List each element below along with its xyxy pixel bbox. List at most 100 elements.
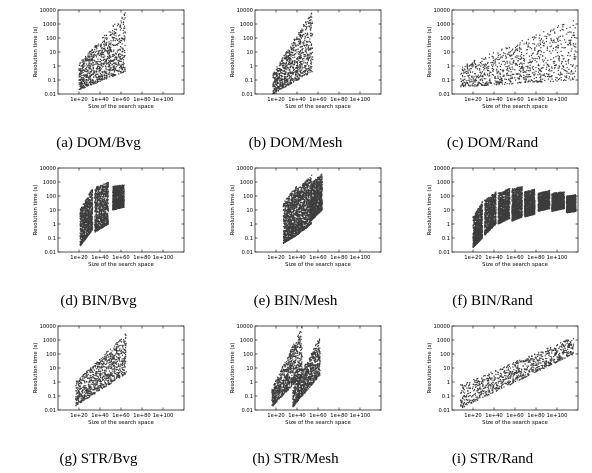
data-point: [117, 64, 119, 67]
data-point: [124, 25, 126, 27]
data-point: [312, 56, 314, 58]
data-point: [99, 197, 101, 200]
data-point: [280, 60, 282, 62]
data-point: [88, 220, 90, 222]
data-point: [287, 78, 289, 80]
data-point: [79, 240, 81, 243]
y-tick-label: 0.1: [48, 78, 56, 84]
data-point: [502, 75, 504, 77]
data-point: [294, 62, 296, 64]
data-point: [518, 77, 521, 79]
data-point: [121, 184, 123, 186]
data-point: [309, 28, 311, 30]
data-point: [113, 66, 115, 68]
data-point: [510, 75, 512, 77]
data-point: [487, 84, 489, 86]
data-point: [95, 221, 97, 223]
data-point: [302, 58, 304, 61]
data-point: [485, 84, 487, 86]
data-point: [500, 79, 503, 81]
data-point: [308, 57, 310, 59]
data-point: [123, 18, 125, 20]
data-point: [88, 82, 90, 84]
data-point: [296, 76, 299, 78]
data-point: [106, 76, 108, 78]
data-point: [545, 68, 547, 70]
data-point: [467, 75, 469, 77]
data-point: [461, 72, 463, 74]
data-point: [567, 31, 569, 33]
data-point: [81, 70, 83, 72]
data-point: [93, 50, 95, 53]
data-point: [97, 53, 100, 55]
data-point: [286, 50, 288, 53]
data-point: [96, 205, 98, 208]
data-point: [97, 192, 99, 195]
data-point: [102, 65, 104, 67]
data-point: [300, 66, 302, 68]
data-point: [82, 80, 85, 83]
data-point: [495, 81, 498, 83]
data-point: [520, 75, 523, 77]
data-point: [85, 212, 87, 214]
data-point: [492, 52, 495, 54]
data-point: [303, 65, 306, 67]
data-point: [118, 69, 120, 71]
data-point: [554, 32, 556, 34]
data-point: [94, 203, 97, 205]
data-point: [81, 216, 83, 218]
data-point: [105, 207, 107, 209]
data-point: [524, 80, 527, 82]
data-point: [91, 81, 93, 84]
data-point: [88, 63, 90, 65]
data-point: [101, 219, 104, 221]
data-point: [113, 74, 116, 76]
data-point: [286, 83, 288, 85]
y-axis-label: Resolution time (s): [427, 27, 433, 78]
data-point: [299, 73, 301, 76]
data-point: [275, 72, 277, 74]
data-point: [557, 73, 560, 75]
data-point: [81, 226, 84, 228]
data-point: [544, 57, 547, 59]
data-point: [537, 71, 540, 73]
data-point: [86, 232, 88, 234]
data-point: [277, 76, 279, 78]
data-point: [282, 86, 284, 89]
data-point: [295, 69, 297, 72]
data-point: [543, 74, 545, 77]
data-point: [296, 64, 298, 67]
data-point: [101, 205, 103, 207]
data-point: [530, 79, 532, 81]
data-point: [534, 47, 536, 49]
data-point: [97, 189, 99, 191]
data-point: [96, 80, 98, 82]
data-point: [121, 51, 123, 53]
data-point: [101, 79, 103, 81]
data-point: [557, 26, 559, 29]
data-point: [528, 61, 531, 63]
data-point: [492, 57, 494, 59]
data-point: [109, 48, 111, 50]
data-point: [103, 57, 105, 59]
data-point: [117, 55, 120, 57]
data-point: [114, 186, 116, 189]
data-point: [285, 85, 287, 87]
data-point: [492, 61, 494, 64]
data-point: [290, 78, 292, 80]
data-point: [113, 65, 115, 67]
data-point: [530, 75, 532, 78]
data-point: [91, 217, 93, 219]
data-point: [91, 74, 93, 76]
data-point: [79, 215, 81, 217]
x-tick-label: 1e+60: [112, 97, 129, 103]
data-point: [548, 65, 550, 67]
data-point: [536, 57, 538, 60]
data-point: [96, 194, 98, 196]
data-point: [118, 39, 120, 41]
data-point: [81, 69, 83, 71]
data-point: [569, 43, 571, 45]
data-point: [85, 218, 87, 220]
data-point: [461, 84, 464, 86]
data-point: [104, 207, 106, 209]
